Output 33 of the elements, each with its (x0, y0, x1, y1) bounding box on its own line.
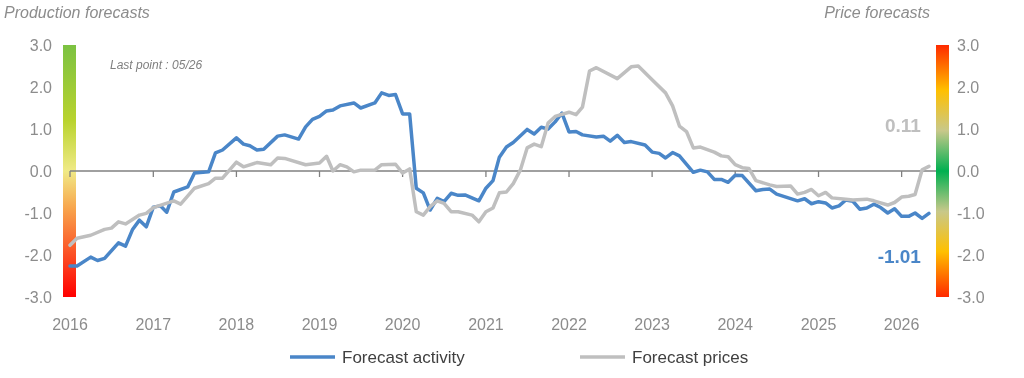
y2-tick-label: -1.0 (957, 205, 985, 222)
data-label: -1.01 (877, 246, 922, 268)
y2-tick-label: -2.0 (957, 247, 985, 264)
y-tick-label: -2.0 (24, 247, 53, 264)
x-tick-label: 2019 (301, 316, 338, 333)
y2-tick-label: 0.0 (957, 163, 980, 180)
x-tick-label: 2023 (634, 316, 671, 333)
y2-tick-label: -3.0 (957, 289, 985, 306)
y2-tick-label: 3.0 (957, 37, 980, 54)
y2-tick-label: 2.0 (957, 79, 980, 96)
x-tick-label: 2022 (551, 316, 587, 333)
x-tick-label: 2021 (468, 316, 504, 333)
x-tick-label: 2024 (717, 316, 754, 333)
x-tick-label: 2026 (883, 316, 920, 333)
annotation: Last point : 05/26 (110, 58, 203, 72)
legend-label: Forecast activity (342, 348, 466, 367)
legend-label: Forecast prices (632, 348, 749, 367)
x-tick-label: 2020 (384, 316, 421, 333)
y-tick-label: 0.0 (29, 163, 53, 180)
y-axis-title: Production forecasts (4, 4, 150, 21)
y-tick-label: 2.0 (29, 79, 53, 96)
y-tick-label: -1.0 (24, 205, 53, 222)
y-tick-label: 1.0 (29, 121, 53, 138)
y-tick-label: 3.0 (29, 37, 53, 54)
x-tick-label: 2018 (218, 316, 255, 333)
data-label: 0.11 (885, 115, 922, 137)
y2-axis-title: Price forecasts (824, 4, 930, 21)
y2-tick-label: 1.0 (957, 121, 980, 138)
x-tick-label: 2025 (800, 316, 837, 333)
line-series (68, 91, 931, 268)
x-tick-label: 2016 (52, 316, 88, 333)
y-tick-label: -3.0 (24, 289, 53, 306)
x-tick-label: 2017 (135, 316, 172, 333)
